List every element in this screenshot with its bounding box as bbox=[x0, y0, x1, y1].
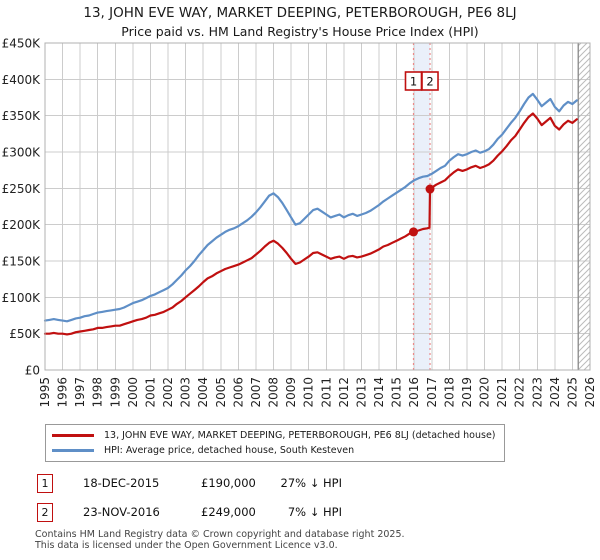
svg-text:2025: 2025 bbox=[565, 377, 579, 408]
svg-text:£0: £0 bbox=[25, 364, 40, 378]
svg-text:1996: 1996 bbox=[56, 377, 70, 408]
svg-text:2001: 2001 bbox=[143, 377, 157, 408]
transaction-2-price: £249,000 bbox=[201, 505, 256, 519]
svg-text:2023: 2023 bbox=[530, 377, 544, 408]
transaction-2-marker-number: 2 bbox=[37, 503, 53, 522]
svg-text:2017: 2017 bbox=[425, 377, 439, 408]
transaction-1-marker-number: 1 bbox=[37, 474, 53, 493]
svg-text:£450K: £450K bbox=[2, 37, 42, 51]
footer-line2: This data is licensed under the Open Gov… bbox=[35, 540, 338, 551]
svg-text:2020: 2020 bbox=[478, 377, 492, 408]
svg-text:2013: 2013 bbox=[354, 377, 368, 408]
svg-text:2016: 2016 bbox=[407, 377, 421, 408]
svg-text:£250K: £250K bbox=[2, 182, 42, 196]
svg-text:1999: 1999 bbox=[108, 377, 122, 408]
legend-swatch-property-line bbox=[52, 434, 94, 437]
transaction-row-1: 1 18-DEC-2015 £190,000 27% ↓ HPI bbox=[0, 474, 600, 496]
svg-text:1997: 1997 bbox=[73, 377, 87, 408]
svg-text:2022: 2022 bbox=[513, 377, 527, 408]
svg-text:2002: 2002 bbox=[161, 377, 175, 408]
svg-text:£50K: £50K bbox=[9, 327, 41, 341]
footer-line1: Contains HM Land Registry data © Crown c… bbox=[35, 529, 405, 540]
svg-text:2026: 2026 bbox=[583, 377, 597, 408]
legend-swatch-hpi-line bbox=[52, 449, 94, 452]
svg-text:£100K: £100K bbox=[2, 291, 42, 305]
svg-text:2006: 2006 bbox=[231, 377, 245, 408]
legend-label-property: 13, JOHN EVE WAY, MARKET DEEPING, PETERB… bbox=[104, 430, 496, 441]
svg-text:2014: 2014 bbox=[372, 377, 386, 408]
svg-text:2021: 2021 bbox=[495, 377, 509, 408]
svg-text:2: 2 bbox=[426, 75, 433, 89]
legend-item-hpi: HPI: Average price, detached house, Sout… bbox=[52, 445, 504, 456]
svg-text:1995: 1995 bbox=[38, 377, 52, 408]
svg-text:2003: 2003 bbox=[179, 377, 193, 408]
transaction-1-hpi-delta: 27% ↓ HPI bbox=[280, 476, 342, 490]
transaction-1-date: 18-DEC-2015 bbox=[83, 476, 160, 490]
page-subtitle: Price paid vs. HM Land Registry's House … bbox=[121, 24, 479, 39]
svg-text:2005: 2005 bbox=[214, 377, 228, 408]
chart-legend: 13, JOHN EVE WAY, MARKET DEEPING, PETERB… bbox=[45, 424, 505, 462]
svg-text:1998: 1998 bbox=[91, 377, 105, 408]
legend-item-property: 13, JOHN EVE WAY, MARKET DEEPING, PETERB… bbox=[52, 430, 504, 441]
svg-text:£350K: £350K bbox=[2, 109, 42, 123]
svg-text:2009: 2009 bbox=[284, 377, 298, 408]
page-title: 13, JOHN EVE WAY, MARKET DEEPING, PETERB… bbox=[83, 5, 517, 21]
svg-text:2000: 2000 bbox=[126, 377, 140, 408]
svg-text:£200K: £200K bbox=[2, 218, 42, 232]
license-note: Contains HM Land Registry data © Crown c… bbox=[35, 529, 405, 551]
svg-text:2019: 2019 bbox=[460, 377, 474, 408]
svg-text:2004: 2004 bbox=[196, 377, 210, 408]
svg-text:2007: 2007 bbox=[249, 377, 263, 408]
svg-text:2024: 2024 bbox=[548, 377, 562, 408]
svg-text:£300K: £300K bbox=[2, 146, 42, 160]
transaction-1-price: £190,000 bbox=[201, 476, 256, 490]
legend-label-hpi: HPI: Average price, detached house, Sout… bbox=[104, 445, 355, 456]
svg-text:£400K: £400K bbox=[2, 73, 42, 87]
transaction-row-2: 2 23-NOV-2016 £249,000 7% ↓ HPI bbox=[0, 503, 600, 525]
transaction-2-hpi-delta: 7% ↓ HPI bbox=[287, 505, 342, 519]
transaction-2-date: 23-NOV-2016 bbox=[83, 505, 160, 519]
svg-text:£150K: £150K bbox=[2, 255, 42, 269]
svg-text:2018: 2018 bbox=[442, 377, 456, 408]
svg-text:2015: 2015 bbox=[390, 377, 404, 408]
svg-text:2008: 2008 bbox=[267, 377, 281, 408]
price-chart: 1995 1996 1997 1998 1999 2000 2001 2002 2003 2004… bbox=[2, 37, 597, 408]
svg-text:2012: 2012 bbox=[337, 377, 351, 408]
svg-text:2011: 2011 bbox=[319, 377, 333, 408]
svg-text:1: 1 bbox=[410, 75, 417, 89]
svg-text:2010: 2010 bbox=[302, 377, 316, 408]
